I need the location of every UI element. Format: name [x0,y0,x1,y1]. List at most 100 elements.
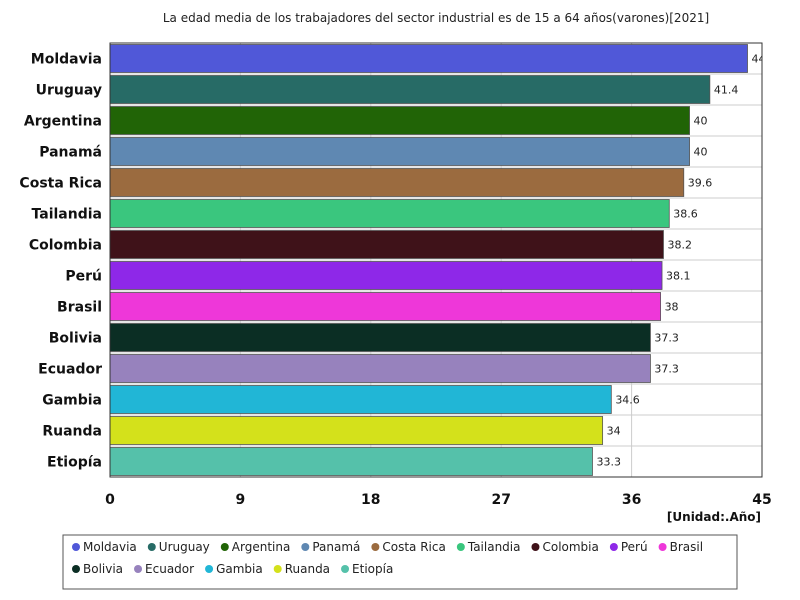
legend-marker [609,543,618,551]
bar [110,261,663,290]
legend-item: Uruguay [147,540,210,554]
bar [110,75,711,104]
bar [110,385,612,414]
data-label: 37.3 [654,363,679,376]
legend-label: Uruguay [159,540,210,554]
data-label: 33.3 [596,456,621,469]
legend-marker [341,565,350,573]
legend-item: Gambia [205,562,263,576]
legend-item: Tailandia [456,540,521,554]
category-label: Perú [65,269,102,285]
data-label: 38.6 [673,208,698,221]
legend: Moldavia Uruguay Argentina Panamá Costa Rica… [72,540,703,576]
data-label: 34 [607,425,621,438]
category-label: Brasil [57,300,102,316]
legend-label: Moldavia [83,540,137,554]
category-labels: Moldavia Uruguay Argentina Panamá Costa Rica… [19,52,102,471]
legend-label: Tailandia [467,540,521,554]
legend-marker [658,543,667,551]
category-label: Panamá [39,145,102,161]
category-label: Colombia [29,238,102,254]
tick-label: 18 [361,492,380,508]
legend-label: Perú [621,540,648,554]
category-label: Gambia [42,393,102,409]
category-label: Bolivia [49,331,102,347]
legend-item: Ecuador [134,562,194,576]
unit-label: [Unidad:.Año] [667,510,761,524]
legend-label: Gambia [216,562,263,576]
legend-item: Bolivia [72,562,123,576]
legend-label: Bolivia [83,562,123,576]
legend-item: Argentina [220,540,291,554]
legend-box [62,534,738,590]
legend-label: Costa Rica [382,540,445,554]
legend-item: Brasil [658,540,703,554]
category-label: Ecuador [38,362,102,378]
legend-marker [531,543,540,551]
legend-label: Panamá [312,540,360,554]
category-label: Argentina [24,114,102,130]
legend-label: Brasil [670,540,703,554]
bar [110,447,593,476]
legend-marker [273,565,282,573]
bar [110,44,748,73]
tick-label: 27 [491,492,510,508]
bars: 44 41.4 40 40 39.6 38.6 38.2 38.1 38 37.3 37.3 34.6… [110,44,766,476]
category-label: Tailandia [32,207,102,223]
category-label: Uruguay [36,83,102,99]
data-label: 38.1 [666,270,691,283]
tick-label: 0 [105,492,115,508]
tick-label: 36 [622,492,641,508]
category-label: Etiopía [47,455,102,471]
category-label: Costa Rica [19,176,102,192]
legend-label: Argentina [232,540,291,554]
legend-label: Etiopía [352,562,393,576]
tick-label: 45 [752,492,771,508]
bar [110,199,670,228]
legend-item: Moldavia [72,540,137,554]
bar [110,323,651,352]
data-label: 37.3 [654,332,679,345]
legend-item: Etiopía [341,562,393,576]
bar [110,354,651,383]
legend-marker [371,543,380,551]
bar [110,137,690,166]
legend-marker [72,543,80,551]
legend-marker [205,565,214,573]
category-label: Moldavia [31,52,102,68]
data-label: 38.2 [667,239,692,252]
data-label: 40 [694,115,708,128]
category-label: Ruanda [42,424,102,440]
legend-marker [301,543,310,551]
legend-item: Colombia [531,540,599,554]
legend-label: Ecuador [145,562,194,576]
grid-lines [110,43,762,477]
bar [110,230,664,259]
chart-title: La edad media de los trabajadores del se… [163,11,709,25]
legend-item: Ruanda [273,562,330,576]
bar [110,168,685,197]
data-label: 44 [752,53,766,66]
bar [110,416,604,445]
legend-marker [220,543,229,551]
x-axis-ticks: 0 9 18 27 36 45 [105,492,772,508]
legend-marker [456,543,465,551]
legend-label: Ruanda [285,562,330,576]
data-label: 41.4 [714,84,739,97]
legend-label: Colombia [542,540,598,554]
legend-item: Perú [609,540,648,554]
legend-marker [134,565,143,573]
data-label: 34.6 [615,394,640,407]
bar [110,292,661,321]
legend-item: Costa Rica [371,540,446,554]
legend-item: Panamá [301,540,360,554]
tick-label: 9 [236,492,246,508]
data-label: 38 [665,301,679,314]
bar [110,106,690,135]
legend-marker [72,565,80,573]
legend-marker [147,543,156,551]
plot-frame [109,42,763,478]
data-label: 40 [694,146,708,159]
data-label: 39.6 [688,177,713,190]
